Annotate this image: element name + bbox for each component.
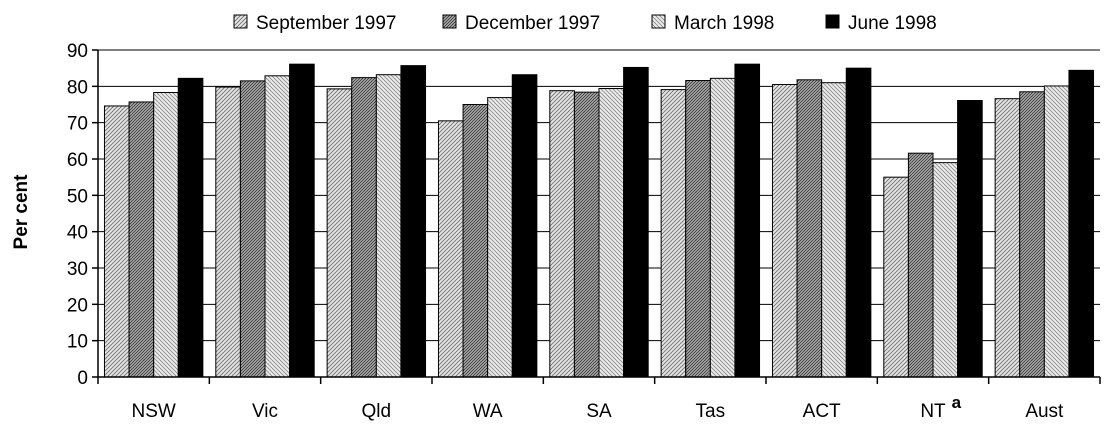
bar-vic-series-3 (289, 63, 315, 378)
bar-tas-series-2 (709, 77, 736, 378)
bar-nsw-series-2 (153, 92, 179, 378)
bar-wa-series-2 (487, 97, 513, 378)
y-axis-label: Per cent (11, 174, 32, 250)
bar-aust-series-0 (994, 98, 1021, 378)
bar-tas-series-0 (660, 89, 687, 378)
y-tick-label: 30 (67, 259, 88, 280)
axes (97, 50, 1101, 384)
bar-sa-series-1 (573, 91, 600, 378)
bar-series-group (103, 63, 1095, 378)
x-tick-label-aust: Aust (1025, 401, 1064, 422)
bar-vic-series-1 (239, 80, 266, 378)
bar-nt-series-0 (883, 176, 909, 378)
category-footnote-marker: a (952, 393, 962, 412)
bar-wa-series-1 (462, 104, 489, 378)
legend-label-1: December 1997 (465, 13, 600, 34)
bar-nsw-series-0 (103, 105, 130, 378)
bar-tas-series-1 (685, 80, 711, 378)
x-tick-label-nsw: NSW (132, 401, 176, 422)
x-tick-label-act: ACT (803, 401, 841, 422)
x-tick-label-qld: Qld (362, 401, 392, 422)
bar-act-series-2 (821, 82, 847, 378)
bar-nt-series-3 (957, 100, 983, 378)
bar-sa-series-3 (623, 66, 649, 378)
legend-label-0: September 1997 (256, 13, 397, 34)
bar-qld-series-0 (326, 88, 353, 378)
bar-vic-series-2 (264, 75, 291, 378)
y-tick-label: 80 (67, 77, 88, 98)
y-tick-label: 0 (77, 368, 88, 389)
legend-label-2: March 1998 (674, 13, 774, 34)
x-axis-ticks: NSW Vic Qld WA SA Tas ACT NT a Aust (132, 393, 1065, 422)
bar-act-series-0 (771, 84, 798, 378)
x-tick-label-wa: WA (473, 401, 503, 422)
x-tick-label-sa: SA (586, 401, 612, 422)
legend-swatch-2 (651, 14, 666, 29)
chart-legend: September 1997 December 1997 March 1998 Jun… (233, 13, 937, 34)
bar-tas-series-3 (734, 63, 761, 378)
legend-label-3: June 1998 (848, 13, 937, 34)
legend-swatch-1 (442, 14, 457, 29)
bar-aust-series-2 (1043, 85, 1070, 378)
bar-nt-series-1 (907, 152, 934, 378)
x-tick-label-tas: Tas (696, 401, 726, 422)
bar-sa-series-2 (598, 88, 625, 378)
bar-vic-series-0 (215, 86, 241, 378)
bar-act-series-1 (796, 79, 823, 378)
y-tick-label: 40 (67, 223, 88, 244)
x-tick-label-vic: Vic (252, 401, 278, 422)
y-tick-label: 90 (67, 41, 88, 62)
x-tick-label-nt: NT (920, 401, 946, 422)
bar-act-series-3 (845, 67, 872, 378)
y-axis-ticks: 0 10 20 30 40 50 60 70 80 90 (67, 41, 98, 389)
bar-aust-series-1 (1019, 91, 1045, 378)
bar-qld-series-3 (400, 65, 427, 378)
y-tick-label: 10 (67, 332, 88, 353)
legend-swatch-3 (825, 14, 840, 29)
bar-qld-series-1 (351, 77, 377, 378)
bar-nsw-series-3 (177, 77, 204, 378)
bar-nsw-series-1 (128, 101, 155, 378)
y-tick-label: 50 (67, 186, 88, 207)
bar-aust-series-3 (1068, 69, 1095, 378)
legend-swatch-0 (233, 14, 248, 29)
bar-wa-series-3 (511, 74, 538, 378)
bar-nt-series-2 (932, 162, 959, 378)
y-tick-label: 20 (67, 295, 88, 316)
y-tick-label: 70 (67, 114, 88, 135)
bar-wa-series-0 (437, 120, 464, 378)
bar-sa-series-0 (549, 90, 575, 378)
bar-qld-series-2 (375, 74, 402, 378)
y-tick-label: 60 (67, 150, 88, 171)
